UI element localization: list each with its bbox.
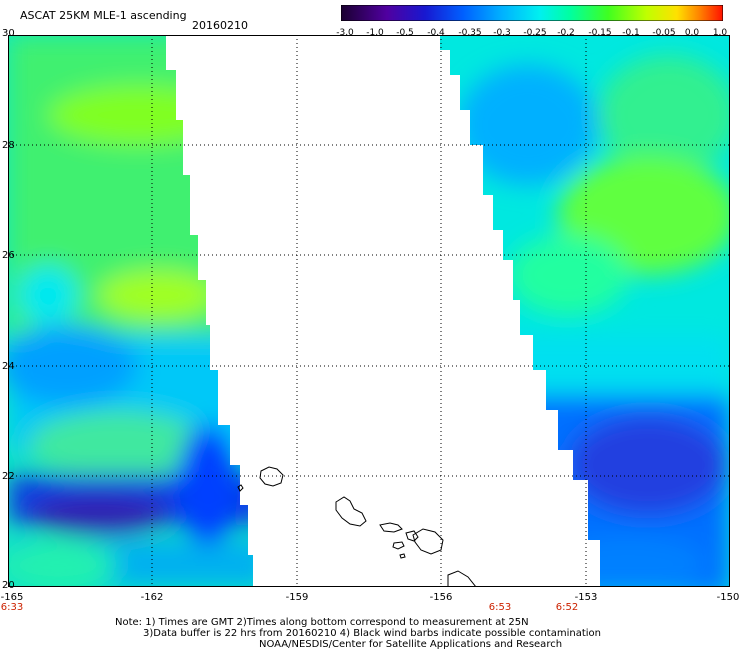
map-title: ASCAT 25KM MLE-1 ascending (20, 9, 187, 22)
lat-label-26: 26 (2, 250, 15, 261)
graticule (8, 35, 730, 587)
colorbar-tick: -0.25 (523, 28, 547, 38)
colorbar-tick: -0.3 (493, 28, 511, 38)
map-plot (8, 35, 730, 587)
colorbar-tick: -0.1 (622, 28, 640, 38)
lon-label-165: -165 (0, 592, 24, 603)
pass-time: 6:33 (0, 602, 24, 613)
colorbar-tick: -0.4 (427, 28, 445, 38)
pass-time: 6:53 (488, 602, 512, 613)
map-date: 20160210 (192, 19, 248, 32)
left-swath (8, 35, 253, 587)
lat-label-22: 22 (2, 471, 15, 482)
lon-label-159: -159 (285, 592, 309, 603)
lat-label-24: 24 (2, 361, 15, 372)
colorbar-tick: -0.5 (396, 28, 414, 38)
colorbar-tick: 0.0 (684, 28, 700, 38)
colorbar-tick: -0.2 (557, 28, 575, 38)
lon-label-162: -162 (140, 592, 164, 603)
lat-label-30: 30 (2, 28, 15, 39)
colorbar-tick: -0.35 (458, 28, 482, 38)
footnote: Note: 1) Times are GMT 2)Times along bot… (115, 617, 601, 650)
right-swath (440, 35, 730, 587)
colorbar (341, 5, 723, 21)
lat-label-28: 28 (2, 140, 15, 151)
lon-label-156: -156 (429, 592, 453, 603)
pass-time: 6:52 (555, 602, 579, 613)
colorbar-tick: 1.0 (712, 28, 728, 38)
footnote-line-2: 3)Data buffer is 22 hrs from 20160210 4)… (143, 628, 601, 639)
colorbar-tick: -3.0 (336, 28, 354, 38)
hawaii-coastline (237, 466, 477, 587)
lat-label-20: 20 (2, 580, 15, 591)
map-frame (8, 35, 730, 587)
footnote-line-3: NOAA/NESDIS/Center for Satellite Applica… (259, 639, 563, 650)
lon-label-153: -153 (574, 592, 598, 603)
colorbar-tick: -0.05 (652, 28, 676, 38)
colorbar-tick: -1.0 (366, 28, 384, 38)
colorbar-tick: -0.15 (588, 28, 612, 38)
lon-label-150: -150 (716, 592, 740, 603)
footnote-line-1: Note: 1) Times are GMT 2)Times along bot… (115, 617, 529, 628)
